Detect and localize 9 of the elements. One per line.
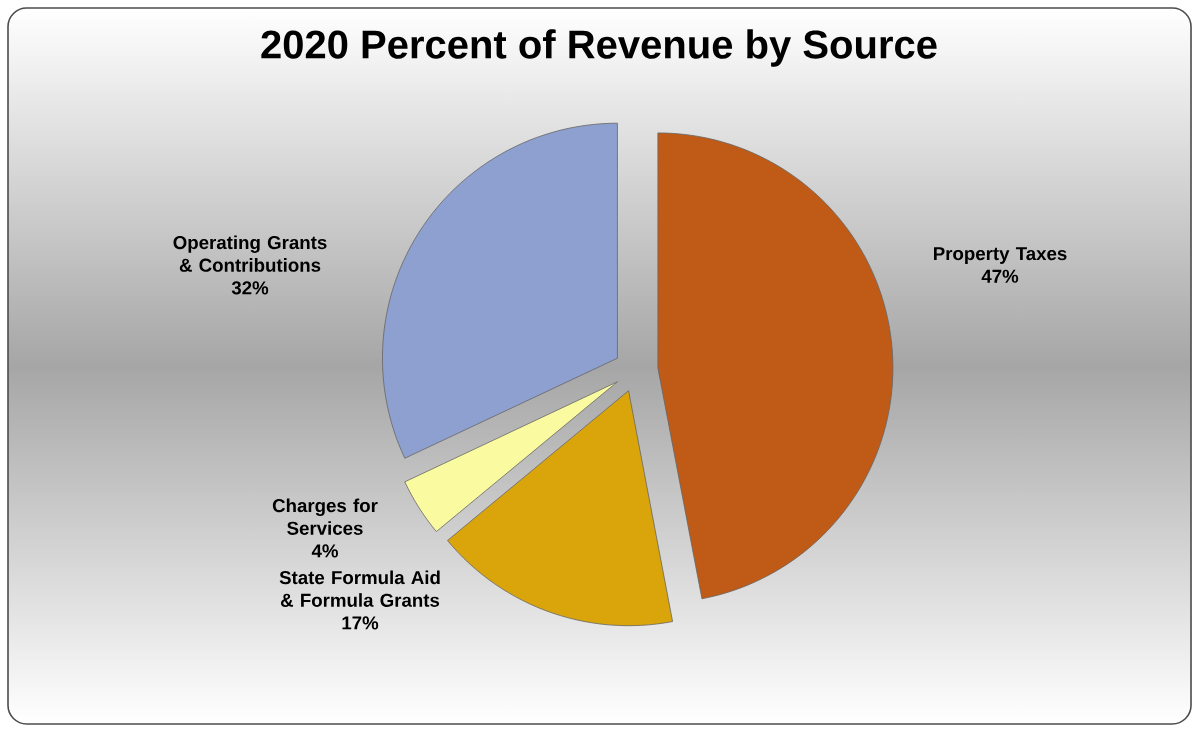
data-label: 32% — [231, 281, 269, 295]
slice-label: Property Taxes — [934, 247, 1067, 264]
slice-label: State Formula Aid & Formula Grants — [279, 570, 440, 607]
slice-label: Charges for Services — [272, 498, 378, 535]
data-label: 4% — [311, 544, 338, 558]
chart-title: 2020 Percent of Revenue by Source — [261, 29, 937, 67]
slice-label: Operating Grants & Contributions — [173, 235, 327, 272]
data-label: 17% — [342, 616, 379, 630]
data-label: 47% — [981, 269, 1019, 283]
